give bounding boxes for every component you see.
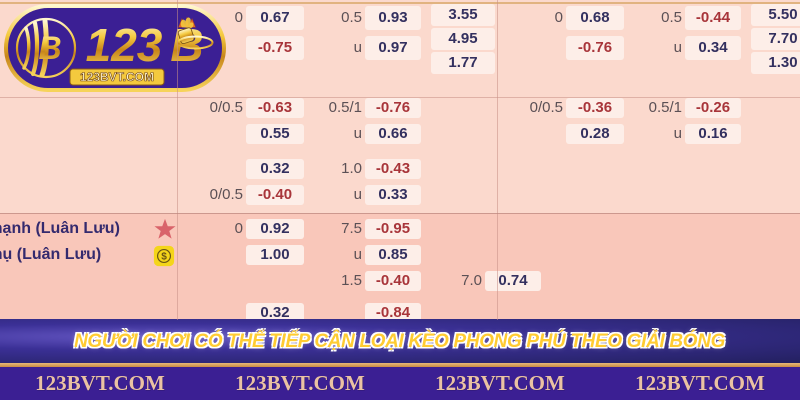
svg-text:B: B [38, 30, 61, 66]
svg-text:123: 123 [86, 19, 163, 71]
svg-text:$: $ [161, 252, 167, 263]
svg-text:123BVT.COM: 123BVT.COM [80, 70, 154, 84]
